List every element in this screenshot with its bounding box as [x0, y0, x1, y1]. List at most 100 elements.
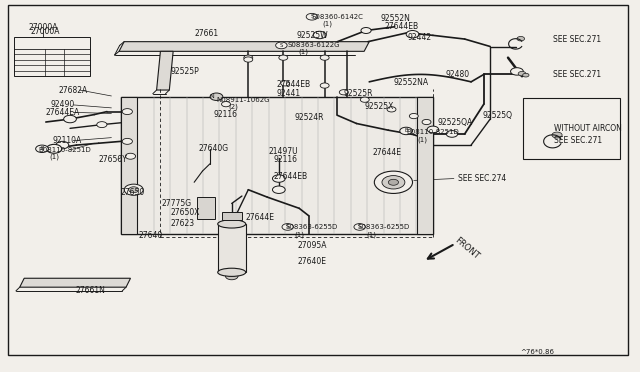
Circle shape: [273, 186, 285, 193]
Circle shape: [360, 97, 369, 102]
Text: (1): (1): [50, 154, 60, 160]
Circle shape: [427, 126, 438, 133]
Text: (1): (1): [294, 231, 304, 238]
Circle shape: [523, 73, 529, 77]
Circle shape: [221, 102, 230, 107]
Polygon shape: [121, 97, 433, 234]
Bar: [417, 97, 433, 234]
Circle shape: [388, 179, 399, 185]
Circle shape: [129, 187, 139, 193]
Bar: [221, 212, 242, 220]
Text: N08911-1062G: N08911-1062G: [216, 97, 270, 103]
Text: S08360-6142C: S08360-6142C: [312, 14, 364, 20]
Circle shape: [354, 224, 365, 230]
Circle shape: [125, 153, 136, 159]
Circle shape: [552, 132, 562, 138]
Circle shape: [320, 55, 329, 60]
Text: (1): (1): [366, 231, 376, 238]
Circle shape: [124, 184, 143, 195]
Text: S08363-6255D: S08363-6255D: [358, 224, 410, 230]
Circle shape: [361, 28, 371, 33]
Circle shape: [517, 36, 525, 41]
Text: 92110A: 92110A: [52, 136, 81, 145]
Bar: [121, 97, 137, 234]
Text: B: B: [404, 128, 408, 134]
Bar: [197, 197, 215, 219]
Text: S: S: [280, 43, 283, 48]
Text: (2): (2): [228, 104, 238, 110]
Circle shape: [279, 55, 288, 60]
Text: 27644E: 27644E: [245, 213, 274, 222]
Text: 27650X: 27650X: [171, 208, 200, 217]
Text: B08110-8251D: B08110-8251D: [38, 147, 91, 153]
Text: 92442: 92442: [408, 33, 431, 42]
Text: FRONT: FRONT: [453, 236, 481, 261]
Text: (1): (1): [323, 21, 333, 28]
Circle shape: [56, 141, 68, 149]
Circle shape: [122, 138, 132, 144]
Text: SEE SEC.271: SEE SEC.271: [552, 35, 601, 44]
Text: 92552NA: 92552NA: [394, 78, 429, 87]
Bar: [14, 37, 90, 76]
Text: 27000A: 27000A: [28, 23, 58, 32]
Text: N: N: [210, 94, 214, 99]
Text: 92525X: 92525X: [364, 102, 394, 110]
Text: B: B: [40, 146, 44, 151]
Text: 27682A: 27682A: [59, 86, 88, 94]
Circle shape: [306, 13, 317, 20]
Text: 92480: 92480: [445, 70, 470, 79]
Polygon shape: [20, 278, 131, 287]
Circle shape: [122, 109, 132, 115]
Text: B08110-8251D: B08110-8251D: [406, 129, 459, 135]
Ellipse shape: [218, 220, 246, 228]
Circle shape: [400, 127, 413, 135]
Text: WITHOUT AIRCON: WITHOUT AIRCON: [554, 124, 621, 133]
Circle shape: [36, 145, 49, 153]
Text: 27661: 27661: [194, 29, 218, 38]
Text: 27775G: 27775G: [162, 199, 192, 208]
Text: 27640G: 27640G: [198, 144, 228, 153]
Text: 27095A: 27095A: [298, 241, 328, 250]
Text: 92525QA: 92525QA: [438, 118, 473, 127]
Circle shape: [97, 122, 107, 128]
Text: S: S: [310, 14, 314, 19]
Circle shape: [47, 144, 61, 153]
Circle shape: [387, 107, 396, 112]
Text: 27640E: 27640E: [298, 257, 327, 266]
Text: S: S: [286, 224, 289, 230]
Text: 92116: 92116: [274, 155, 298, 164]
Circle shape: [276, 42, 287, 49]
Circle shape: [339, 90, 348, 95]
Text: 27650: 27650: [121, 188, 145, 197]
Circle shape: [320, 83, 329, 88]
Circle shape: [374, 171, 413, 193]
Circle shape: [446, 131, 458, 137]
Circle shape: [406, 31, 419, 38]
Text: 27644EB: 27644EB: [276, 80, 310, 89]
Text: 27000A: 27000A: [31, 27, 60, 36]
Polygon shape: [119, 42, 369, 51]
Text: 27650Y: 27650Y: [99, 155, 127, 164]
Text: S: S: [358, 224, 362, 230]
Text: ^76*0.86: ^76*0.86: [520, 349, 554, 355]
Text: (1): (1): [298, 49, 308, 55]
Text: 27644EB: 27644EB: [274, 172, 308, 181]
Text: 21497U: 21497U: [269, 147, 298, 156]
Text: 92441: 92441: [276, 89, 300, 97]
Circle shape: [244, 57, 253, 62]
Text: 92552N: 92552N: [381, 14, 411, 23]
Circle shape: [225, 272, 238, 280]
Text: 27644EB: 27644EB: [385, 22, 419, 31]
Text: (1): (1): [417, 136, 427, 143]
Circle shape: [518, 71, 526, 76]
Circle shape: [210, 93, 223, 100]
Circle shape: [282, 224, 294, 230]
Text: 92525Q: 92525Q: [483, 111, 513, 120]
Text: 92525P: 92525P: [171, 67, 200, 76]
Bar: [524, 98, 620, 159]
Text: S08363-6255D: S08363-6255D: [285, 224, 337, 230]
Circle shape: [63, 115, 76, 123]
Text: 27644EA: 27644EA: [46, 108, 80, 117]
Circle shape: [273, 175, 285, 182]
Polygon shape: [157, 51, 173, 90]
